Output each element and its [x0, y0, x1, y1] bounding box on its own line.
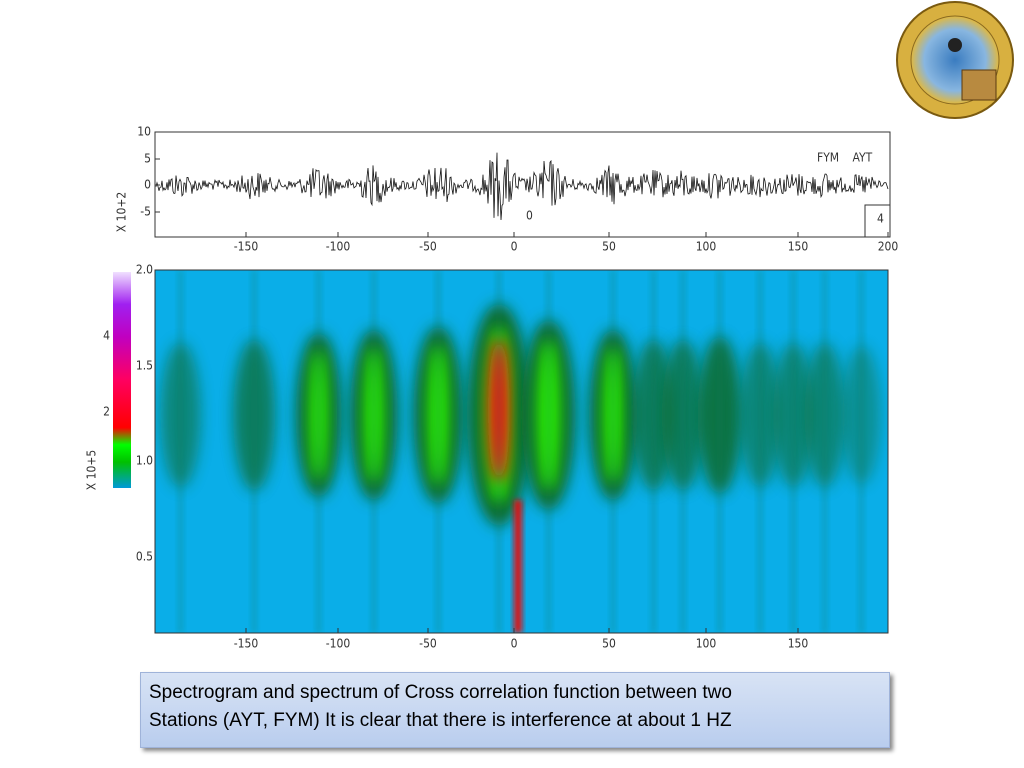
x-tick-label: 200	[878, 240, 899, 254]
y-tick-label: 1.0	[136, 454, 153, 468]
colorbar	[113, 272, 131, 488]
streak	[370, 270, 377, 633]
x-tick-label: 150	[788, 240, 809, 254]
y-tick-label: -5	[140, 205, 151, 219]
streak	[679, 270, 686, 633]
panel-box	[864, 204, 891, 238]
x-tick-label: -100	[326, 240, 351, 254]
streak	[757, 270, 764, 633]
x-tick-label: 50	[602, 637, 616, 651]
streak	[610, 270, 616, 633]
x-tick-label: 0	[511, 240, 518, 254]
x-tick-label: -100	[326, 637, 351, 651]
y-tick-label: 0	[144, 178, 151, 192]
marker: 0	[526, 209, 533, 223]
x-tick-label: 100	[696, 637, 717, 651]
streak	[177, 270, 184, 633]
logo	[896, 1, 1014, 119]
spectrogram	[155, 270, 888, 633]
x-tick-label: -50	[419, 637, 437, 651]
y-tick-label: 2.0	[136, 263, 153, 277]
colorbar-tick-label: 4	[103, 329, 110, 343]
streak	[650, 270, 657, 633]
streak	[716, 270, 723, 633]
legend: FYM AYT	[817, 151, 873, 165]
x-tick-label: 100	[696, 240, 717, 254]
colorbar-label: X 10+5	[85, 450, 99, 490]
colorbar-tick-label: 2	[103, 405, 110, 419]
panel-number: 4	[877, 212, 884, 226]
caption-line: Stations (AYT, FYM) It is clear that the…	[149, 710, 732, 731]
y-tick-label: 5	[144, 152, 151, 166]
x-tick-label: 0	[511, 637, 518, 651]
spectrogram-frame	[154, 269, 889, 634]
x-tick-label: 50	[602, 240, 616, 254]
streak	[858, 270, 865, 633]
streak	[435, 270, 442, 633]
streak-hot	[514, 500, 522, 633]
waveform	[155, 152, 889, 221]
x-tick-label: -150	[234, 240, 259, 254]
x-tick-label: -150	[234, 637, 259, 651]
streak	[251, 270, 258, 633]
streak	[495, 270, 502, 633]
figure: 4 FYM AYT 0 X 10+2 X 10+5 -150 -100 -50 0 50…	[85, 1, 1014, 651]
x-tick-label: 150	[788, 637, 809, 651]
y-tick-label: 10	[137, 125, 151, 139]
streak	[545, 270, 552, 633]
caption-line: Spectrogram and spectrum of Cross correl…	[149, 682, 732, 703]
x-tick-label: -50	[419, 240, 437, 254]
caption: Spectrogram and spectrum of Cross correl…	[140, 672, 890, 748]
y-tick-label: 1.5	[136, 359, 153, 373]
y-label: X 10+2	[115, 192, 129, 232]
streak	[790, 270, 797, 633]
streak	[821, 270, 828, 633]
streak	[315, 270, 322, 633]
y-tick-label: 0.5	[136, 550, 153, 564]
